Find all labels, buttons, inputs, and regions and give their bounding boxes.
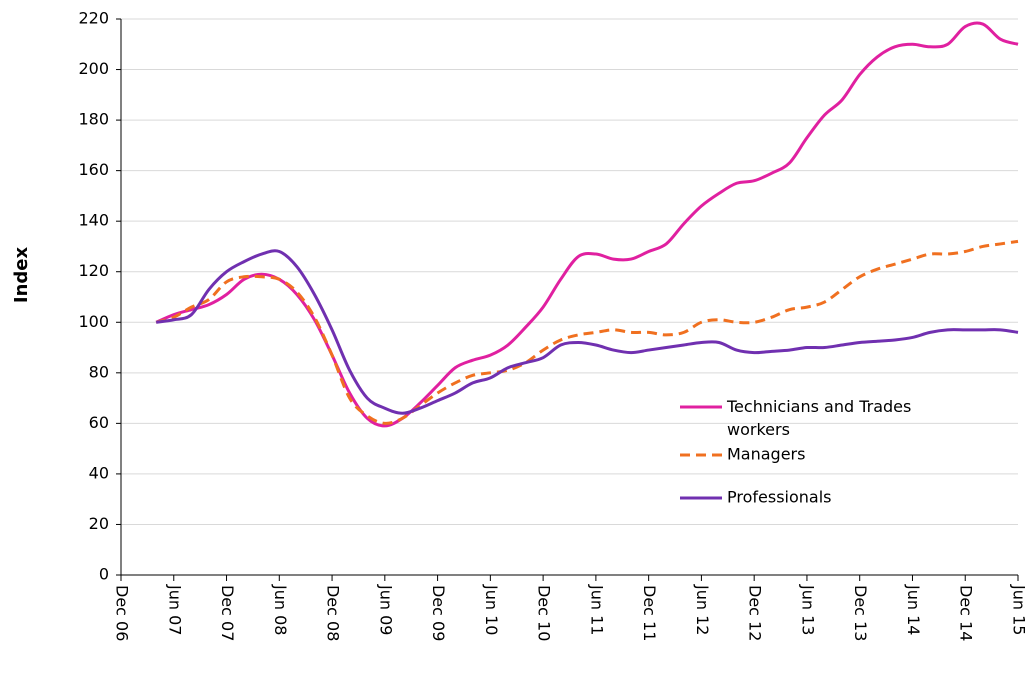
x-tick-label: Dec 07 bbox=[218, 585, 237, 641]
y-tick-label: 60 bbox=[89, 413, 109, 432]
y-tick-label: 20 bbox=[89, 514, 109, 533]
x-tick-label: Dec 09 bbox=[429, 585, 448, 641]
y-tick-label: 140 bbox=[78, 211, 109, 230]
y-tick-label: 40 bbox=[89, 463, 109, 482]
x-tick-label: Jun 08 bbox=[271, 584, 290, 635]
x-tick-label: Jun 13 bbox=[798, 584, 817, 635]
x-tick-label: Dec 10 bbox=[535, 585, 554, 641]
y-tick-label: 160 bbox=[78, 160, 109, 179]
legend-label: Managers bbox=[727, 445, 805, 464]
series-line bbox=[155, 249, 1019, 415]
y-tick-label: 200 bbox=[78, 59, 109, 78]
y-tick-label: 100 bbox=[78, 312, 109, 331]
x-tick-label: Jun 15 bbox=[1010, 584, 1029, 635]
y-tick-label: 220 bbox=[78, 9, 109, 28]
x-tick-label: Jun 09 bbox=[376, 584, 395, 635]
legend-label: Technicians and Trades workers bbox=[726, 397, 911, 439]
x-tick-label: Dec 13 bbox=[851, 585, 870, 641]
series-line bbox=[155, 21, 1019, 428]
x-tick-label: Dec 06 bbox=[113, 585, 132, 641]
x-tick-label: Jun 10 bbox=[482, 584, 501, 635]
y-tick-label: 180 bbox=[78, 110, 109, 129]
x-tick-label: Dec 08 bbox=[324, 585, 343, 641]
y-tick-label: 80 bbox=[89, 362, 109, 381]
x-tick-label: Jun 11 bbox=[587, 584, 606, 635]
legend-label: Professionals bbox=[727, 488, 832, 507]
x-tick-label: Dec 14 bbox=[957, 585, 976, 641]
x-tick-label: Dec 12 bbox=[746, 585, 765, 641]
y-axis-title: Index bbox=[11, 247, 32, 304]
series-line bbox=[155, 239, 1019, 425]
x-tick-label: Jun 07 bbox=[165, 584, 184, 635]
y-tick-label: 0 bbox=[99, 565, 109, 584]
x-tick-label: Jun 12 bbox=[693, 584, 712, 635]
y-tick-label: 120 bbox=[78, 261, 109, 280]
x-tick-label: Jun 14 bbox=[904, 584, 923, 635]
x-tick-label: Dec 11 bbox=[640, 585, 659, 641]
